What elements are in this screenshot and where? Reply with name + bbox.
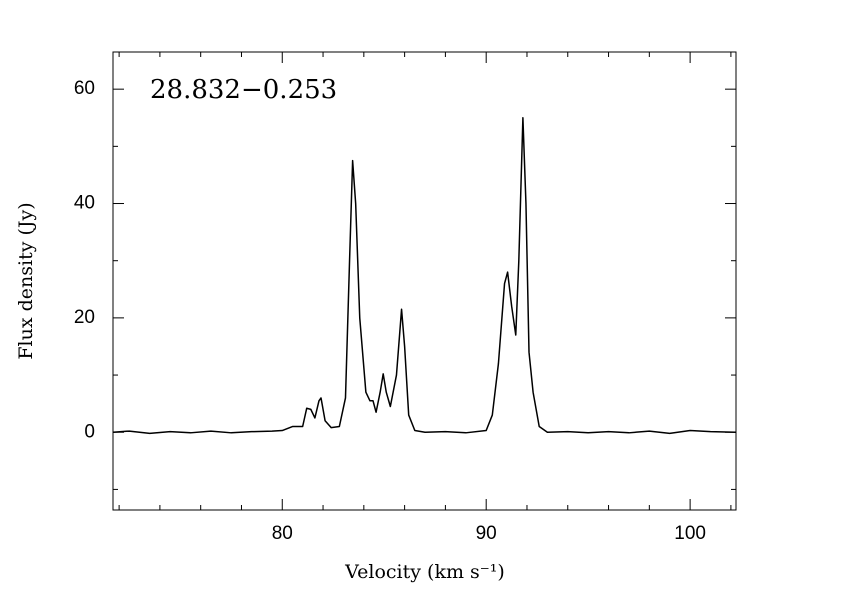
y-tick-label: 0 [84, 421, 95, 442]
spectrum-line [112, 117, 737, 435]
x-tick-label: 80 [272, 523, 293, 544]
y-tick-label: 60 [74, 78, 95, 99]
x-axis-label: Velocity (km s⁻¹) [344, 561, 505, 583]
x-tick-label: 100 [674, 523, 706, 544]
annotation: 28.832−0.253 [150, 75, 337, 105]
y-tick-label: 20 [74, 307, 95, 328]
x-tick-label: 90 [476, 523, 497, 544]
plot-frame [112, 51, 737, 511]
y-axis-label: Flux density (Jy) [15, 202, 37, 359]
y-tick-label: 40 [74, 193, 95, 214]
